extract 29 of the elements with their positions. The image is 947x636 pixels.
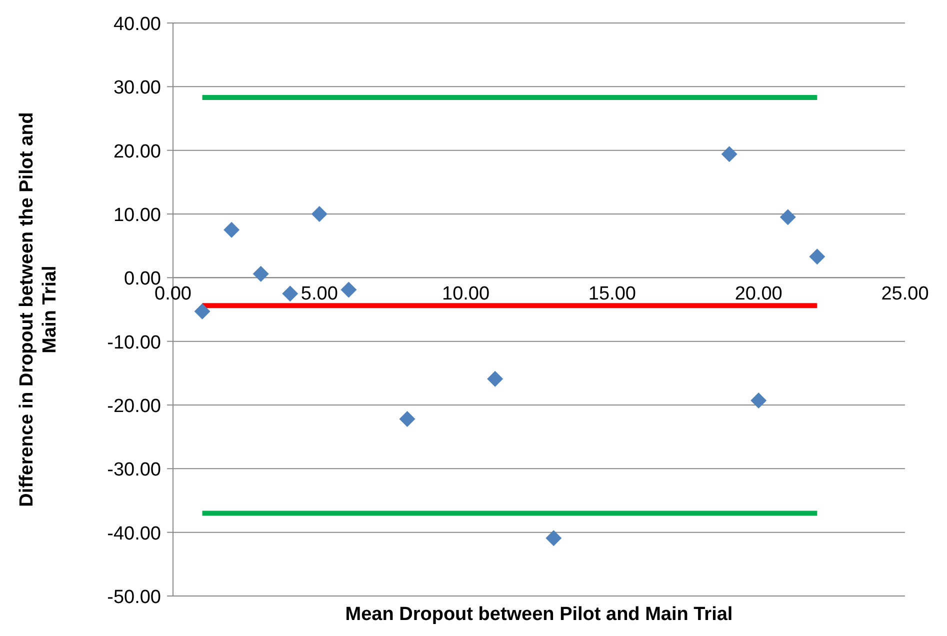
x-tick-label: 20.00 (734, 284, 782, 305)
y-tick-label: 40.00 (113, 14, 161, 35)
y-tick-label: 20.00 (113, 141, 161, 162)
x-tick-label: 25.00 (881, 284, 929, 305)
y-axis-title: Difference in Dropout between the Pilot and Main Trial (16, 112, 60, 507)
x-tick-label: 10.00 (442, 284, 490, 305)
y-tick-label: -40.00 (107, 523, 161, 544)
y-tick-label: -10.00 (107, 332, 161, 354)
point (487, 370, 504, 387)
point (340, 282, 357, 298)
y-tick-label: 10.00 (113, 205, 161, 226)
point (546, 530, 562, 546)
y-tick-label: -30.00 (107, 460, 161, 481)
y-tick-label: -50.00 (107, 587, 161, 608)
point (809, 248, 826, 265)
x-tick-label: 5.00 (300, 284, 338, 305)
point (721, 146, 738, 162)
point (750, 392, 767, 409)
point (311, 206, 328, 222)
point (780, 209, 796, 226)
point (224, 222, 240, 238)
point (252, 266, 269, 282)
point (282, 286, 298, 302)
x-axis-title: Mean Dropout between Pilot and Main Trial (345, 604, 733, 625)
y-tick-label: -20.00 (107, 396, 161, 417)
y-tick-label: 30.00 (113, 78, 161, 99)
point (194, 303, 210, 320)
x-tick-label: 15.00 (588, 284, 636, 305)
point (399, 411, 416, 428)
